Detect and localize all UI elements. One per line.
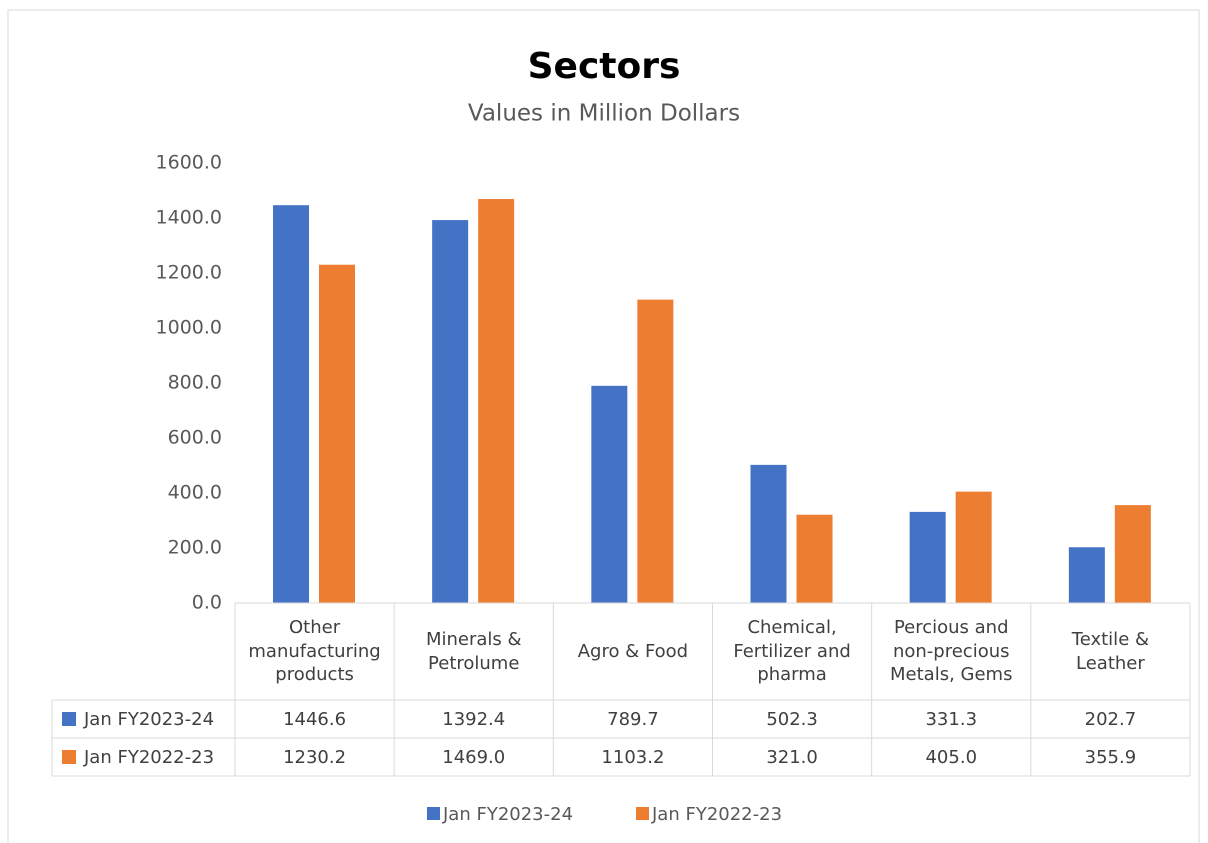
bar	[1068, 547, 1105, 603]
y-tick-label: 1200.0	[156, 262, 222, 284]
table-value: 1392.4	[442, 709, 505, 730]
x-tick-label-box: Textile & Leather	[1071, 629, 1150, 674]
bar	[909, 511, 946, 603]
table-value: 1469.0	[442, 747, 505, 768]
x-tick-label: Textile & Leather	[1071, 629, 1150, 674]
bar	[478, 199, 515, 603]
y-tick-label: 1400.0	[156, 207, 222, 229]
y-tick-label: 600.0	[168, 427, 222, 449]
bar	[273, 205, 309, 603]
table-series-name: Jan FY2023-24	[83, 709, 214, 730]
table-value: 331.3	[925, 709, 977, 730]
y-tick-label: 1600.0	[156, 152, 222, 174]
legend-label: Jan FY2023-24	[442, 804, 573, 825]
x-tick-label: Agro & Food	[577, 640, 689, 662]
x-tick-label: Other manufacturing products	[248, 617, 381, 686]
bar	[591, 385, 628, 603]
table-value: 355.9	[1085, 747, 1137, 768]
bar	[750, 464, 787, 603]
y-tick-label: 400.0	[168, 482, 222, 504]
y-tick-label: 800.0	[168, 372, 222, 394]
chart-subtitle: Values in Million Dollars	[468, 101, 740, 127]
bar	[637, 299, 674, 603]
table-value: 1230.2	[283, 747, 346, 768]
legend-label: Jan FY2022-23	[651, 804, 782, 825]
table-series-name: Jan FY2022-23	[83, 747, 214, 768]
x-tick-label: Minerals & Petrolume	[425, 629, 522, 674]
x-tick-label-box: Other manufacturing products	[248, 617, 381, 686]
table-value: 1446.6	[283, 709, 346, 730]
table-value: 321.0	[766, 747, 818, 768]
x-tick-label-box: Chemical, Fertilizer and pharma	[733, 617, 851, 686]
y-tick-label: 200.0	[168, 537, 222, 559]
table-value: 789.7	[607, 709, 659, 730]
table-value: 502.3	[766, 709, 818, 730]
y-tick-label: 0.0	[192, 592, 222, 614]
x-tick-label: Percious and non-precious Metals, Gems	[890, 617, 1013, 686]
bar	[1114, 505, 1151, 603]
x-tick-label-box: Agro & Food	[577, 640, 689, 662]
bar	[432, 220, 469, 603]
legend-key	[636, 807, 649, 820]
chart-title: Sectors	[528, 46, 681, 87]
table-key	[62, 712, 76, 726]
table-value: 202.7	[1085, 709, 1137, 730]
x-tick-label-box: Percious and non-precious Metals, Gems	[890, 617, 1013, 686]
table-value: 1103.2	[601, 747, 664, 768]
table-value: 405.0	[925, 747, 977, 768]
x-tick-label-box: Minerals & Petrolume	[425, 629, 522, 674]
x-tick-label: Chemical, Fertilizer and pharma	[733, 617, 851, 686]
legend-key	[427, 807, 440, 820]
y-tick-label: 1000.0	[156, 317, 222, 339]
bar	[319, 264, 355, 603]
bar	[955, 491, 992, 603]
table-key	[62, 750, 76, 764]
bar	[796, 514, 833, 603]
